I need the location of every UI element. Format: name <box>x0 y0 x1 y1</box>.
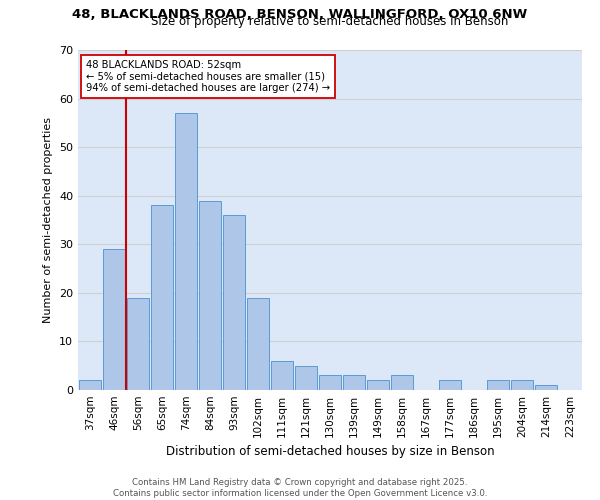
X-axis label: Distribution of semi-detached houses by size in Benson: Distribution of semi-detached houses by … <box>166 446 494 458</box>
Bar <box>319 376 341 390</box>
Bar <box>439 380 461 390</box>
Bar <box>367 380 389 390</box>
Bar <box>391 376 413 390</box>
Bar <box>103 249 125 390</box>
Bar <box>535 385 557 390</box>
Bar <box>199 200 221 390</box>
Bar <box>271 361 293 390</box>
Y-axis label: Number of semi-detached properties: Number of semi-detached properties <box>43 117 53 323</box>
Bar <box>487 380 509 390</box>
Bar <box>79 380 101 390</box>
Title: Size of property relative to semi-detached houses in Benson: Size of property relative to semi-detach… <box>151 15 509 28</box>
Text: 48, BLACKLANDS ROAD, BENSON, WALLINGFORD, OX10 6NW: 48, BLACKLANDS ROAD, BENSON, WALLINGFORD… <box>73 8 527 20</box>
Bar <box>511 380 533 390</box>
Bar <box>247 298 269 390</box>
Bar <box>175 113 197 390</box>
Text: 48 BLACKLANDS ROAD: 52sqm
← 5% of semi-detached houses are smaller (15)
94% of s: 48 BLACKLANDS ROAD: 52sqm ← 5% of semi-d… <box>86 60 329 94</box>
Bar <box>127 298 149 390</box>
Bar <box>223 215 245 390</box>
Bar <box>343 376 365 390</box>
Bar <box>151 206 173 390</box>
Text: Contains HM Land Registry data © Crown copyright and database right 2025.
Contai: Contains HM Land Registry data © Crown c… <box>113 478 487 498</box>
Bar <box>295 366 317 390</box>
